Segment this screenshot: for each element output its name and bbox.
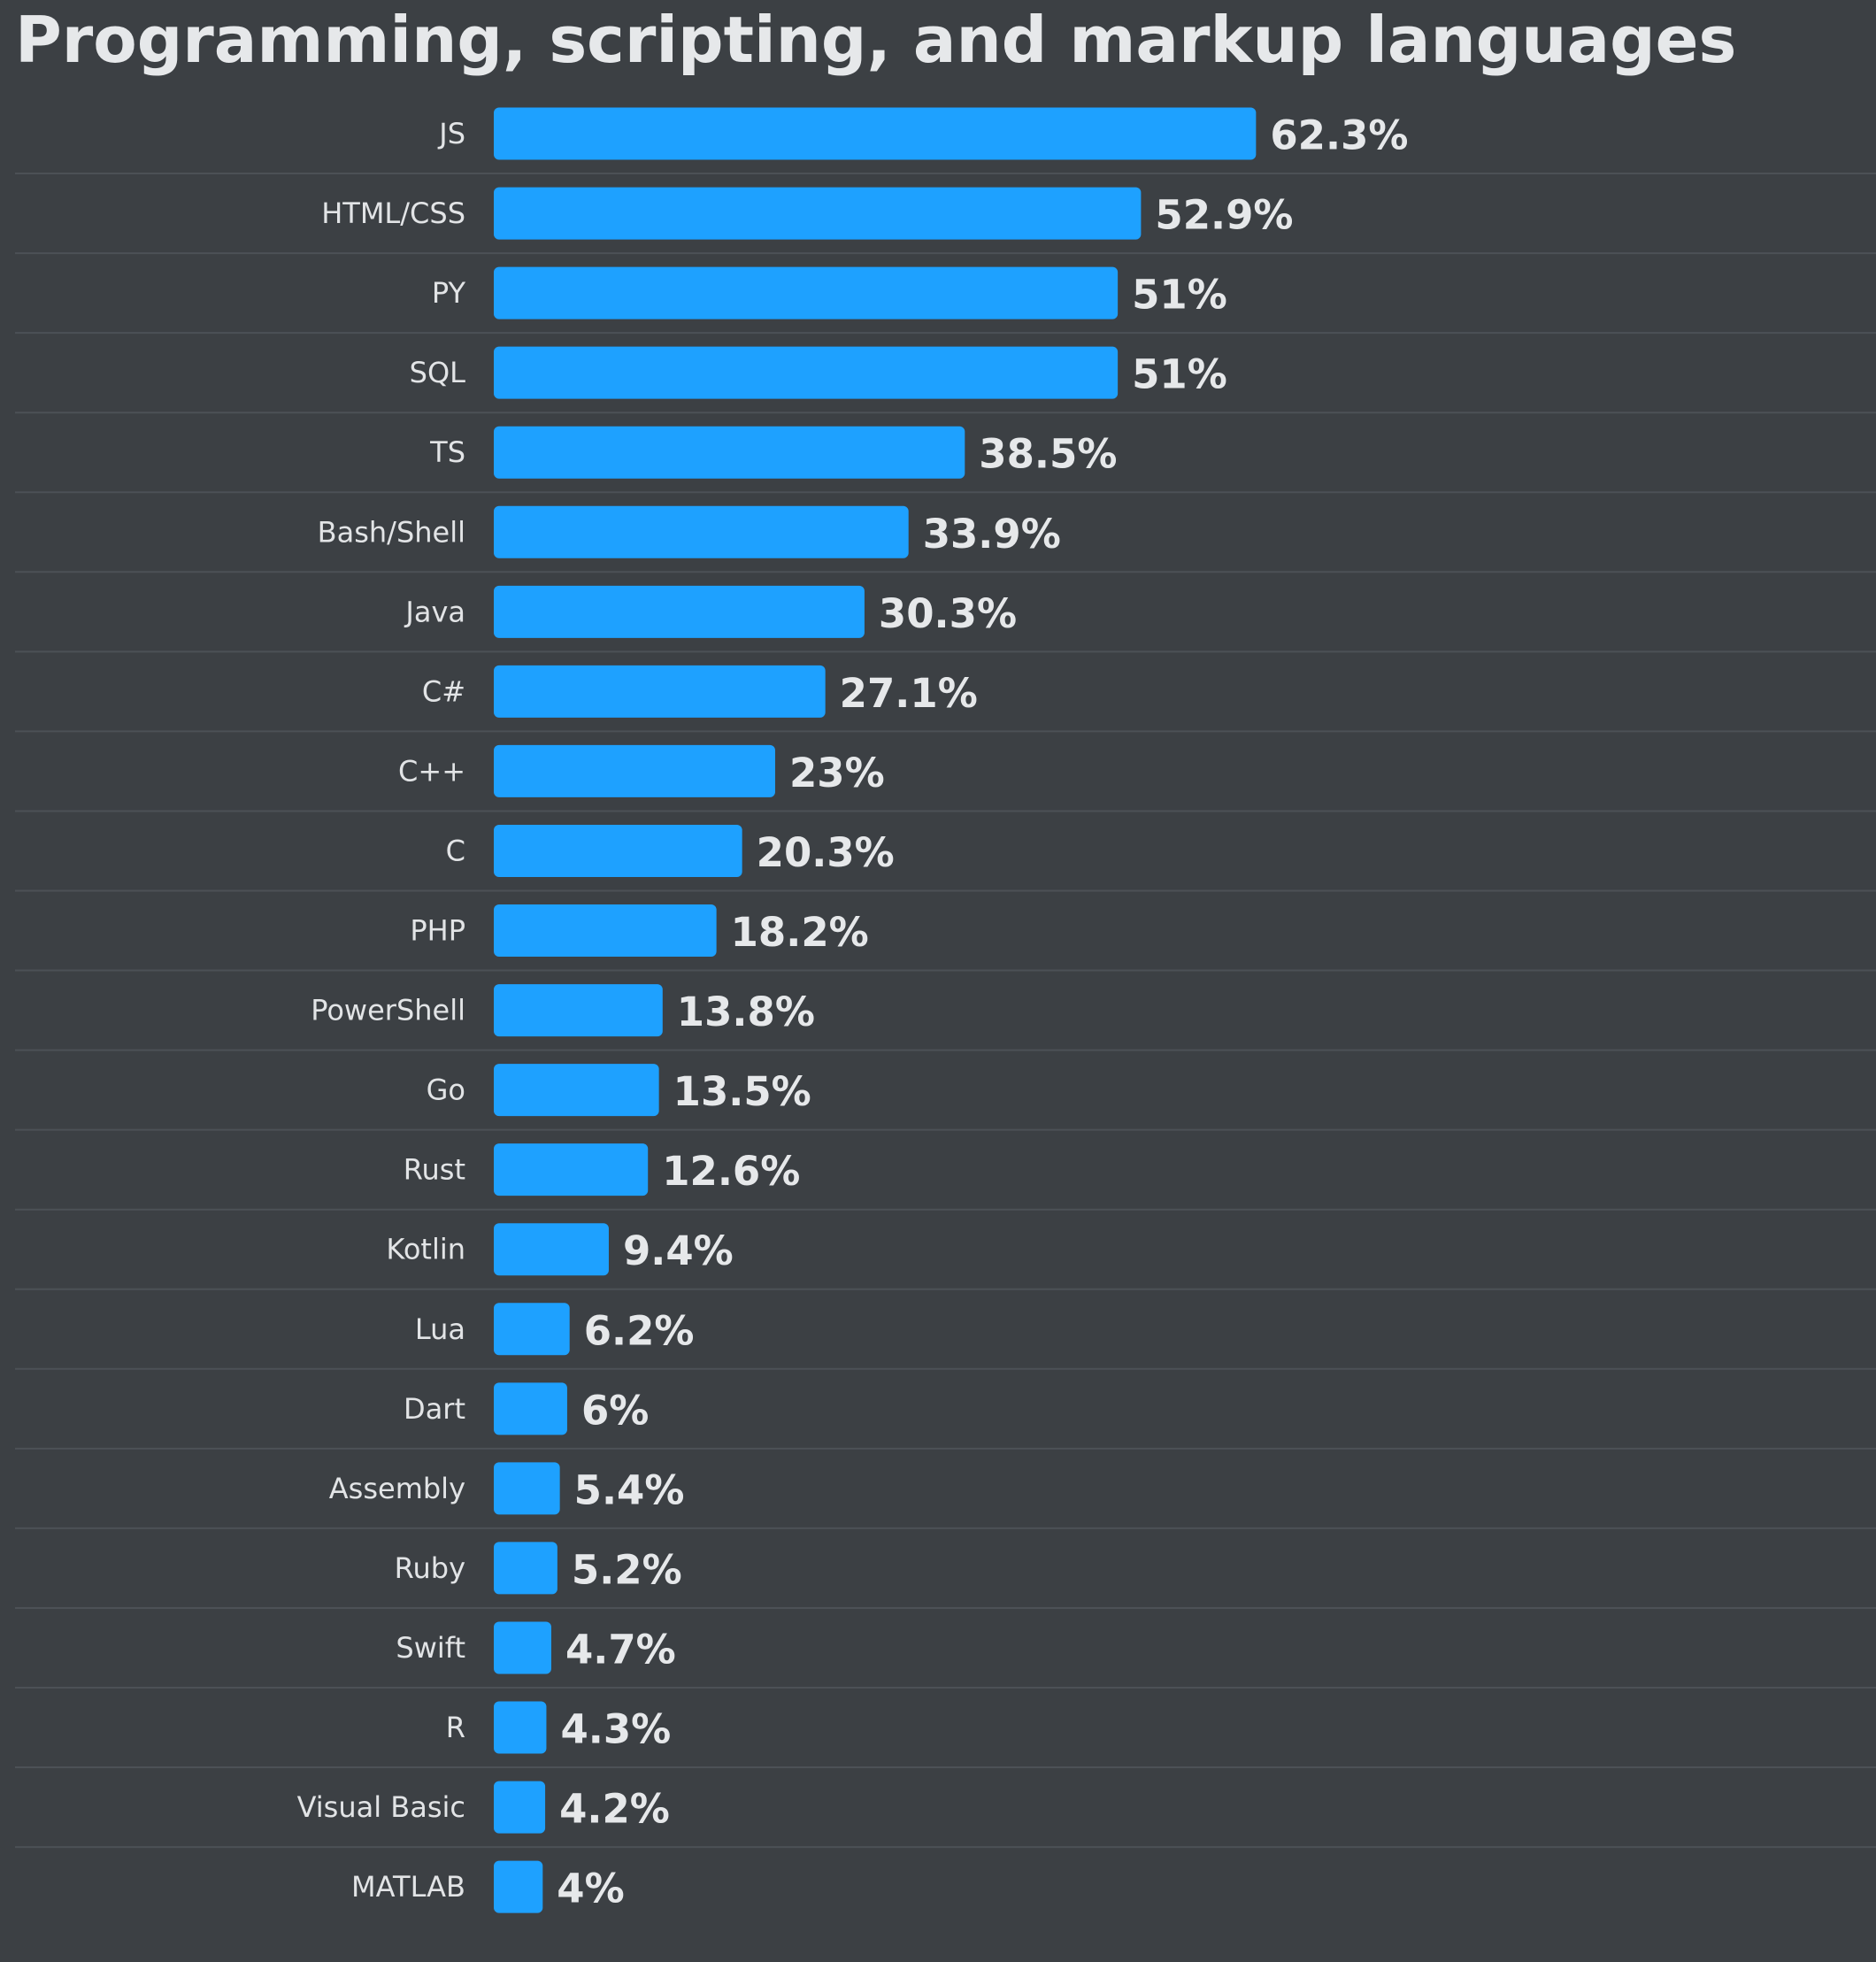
category-label-php: PHP [410,914,465,948]
category-label-c: C [446,834,465,867]
bar-java [494,585,865,638]
value-label-rust: 12.6% [662,1148,800,1195]
value-label-sql: 51% [1132,351,1227,398]
bar-swift [494,1621,551,1674]
bar-sql [494,346,1119,399]
bar-visual-basic [494,1781,546,1834]
value-label-matlab: 4% [557,1866,624,1912]
category-label-cpp: C++ [398,754,465,788]
value-label-go: 13.5% [673,1068,811,1115]
value-label-visual-basic: 4.2% [559,1786,670,1833]
bar-rust [494,1143,649,1196]
category-label-c-sharp: C# [422,674,465,708]
value-label-bash-shell: 33.9% [923,511,1061,558]
category-label-powershell: PowerShell [311,994,465,1027]
value-label-lua: 6.2% [584,1307,695,1354]
category-label-bash-shell: Bash/Shell [318,515,465,549]
category-label-sql: SQL [410,356,466,389]
bar-js [494,107,1257,160]
bars [494,107,1257,1913]
value-label-assembly: 5.4% [574,1466,685,1513]
chart-title: Programming, scripting, and markup langu… [15,3,1737,77]
category-label-kotlin: Kotlin [386,1233,465,1266]
value-label-js: 62.3% [1270,112,1408,159]
bar-lua [494,1303,570,1356]
bar-html-css [494,187,1142,240]
bar-ts [494,426,965,479]
value-label-c-sharp: 27.1% [840,670,978,717]
category-label-matlab: MATLAB [351,1870,465,1904]
value-label-html-css: 52.9% [1155,192,1293,239]
bar-assembly [494,1462,560,1515]
category-label-rust: Rust [404,1153,465,1187]
category-label-py: PY [432,276,466,310]
value-label-c: 20.3% [757,829,895,876]
bar-bash-shell [494,505,909,558]
bar-cpp [494,744,775,797]
category-label-lua: Lua [415,1312,465,1346]
bar-r [494,1701,547,1754]
category-label-dart: Dart [404,1392,465,1426]
value-label-ruby: 5.2% [572,1546,682,1593]
category-label-html-css: HTML/CSS [321,196,465,230]
bar-c [494,824,742,877]
bar-c-sharp [494,665,826,718]
value-label-dart: 6% [581,1387,649,1434]
category-label-visual-basic: Visual Basic [297,1790,465,1824]
bar-dart [494,1382,567,1435]
value-label-java: 30.3% [879,590,1017,637]
value-label-cpp: 23% [789,750,885,796]
category-label-java: Java [404,595,465,628]
category-labels: JS HTML/CSS PY SQL TS Bash/Shell Java C# C++ C PHP… [297,117,466,1904]
value-label-ts: 38.5% [979,431,1117,478]
value-label-powershell: 13.8% [677,989,815,1035]
category-label-swift: Swift [396,1631,465,1665]
category-label-go: Go [427,1073,465,1107]
category-label-js: JS [437,117,465,150]
bar-py [494,266,1119,319]
value-label-r: 4.3% [560,1706,671,1753]
bar-powershell [494,984,663,1037]
row-separators [15,173,1876,1849]
bar-ruby [494,1542,557,1595]
category-label-r: R [446,1711,465,1744]
bar-php [494,904,717,958]
bar-kotlin [494,1223,609,1276]
value-labels: 62.3% 52.9% 51% 51% 38.5% 33.9% 30.3% 27.1% 23% 2… [557,112,1408,1912]
category-label-ruby: Ruby [395,1551,465,1585]
value-label-kotlin: 9.4% [623,1227,734,1274]
category-label-assembly: Assembly [329,1472,465,1505]
bar-go [494,1064,659,1117]
value-label-py: 51% [1132,272,1227,319]
value-label-swift: 4.7% [565,1626,676,1673]
value-label-php: 18.2% [731,909,869,956]
category-label-ts: TS [429,435,465,469]
bar-matlab [494,1860,543,1913]
